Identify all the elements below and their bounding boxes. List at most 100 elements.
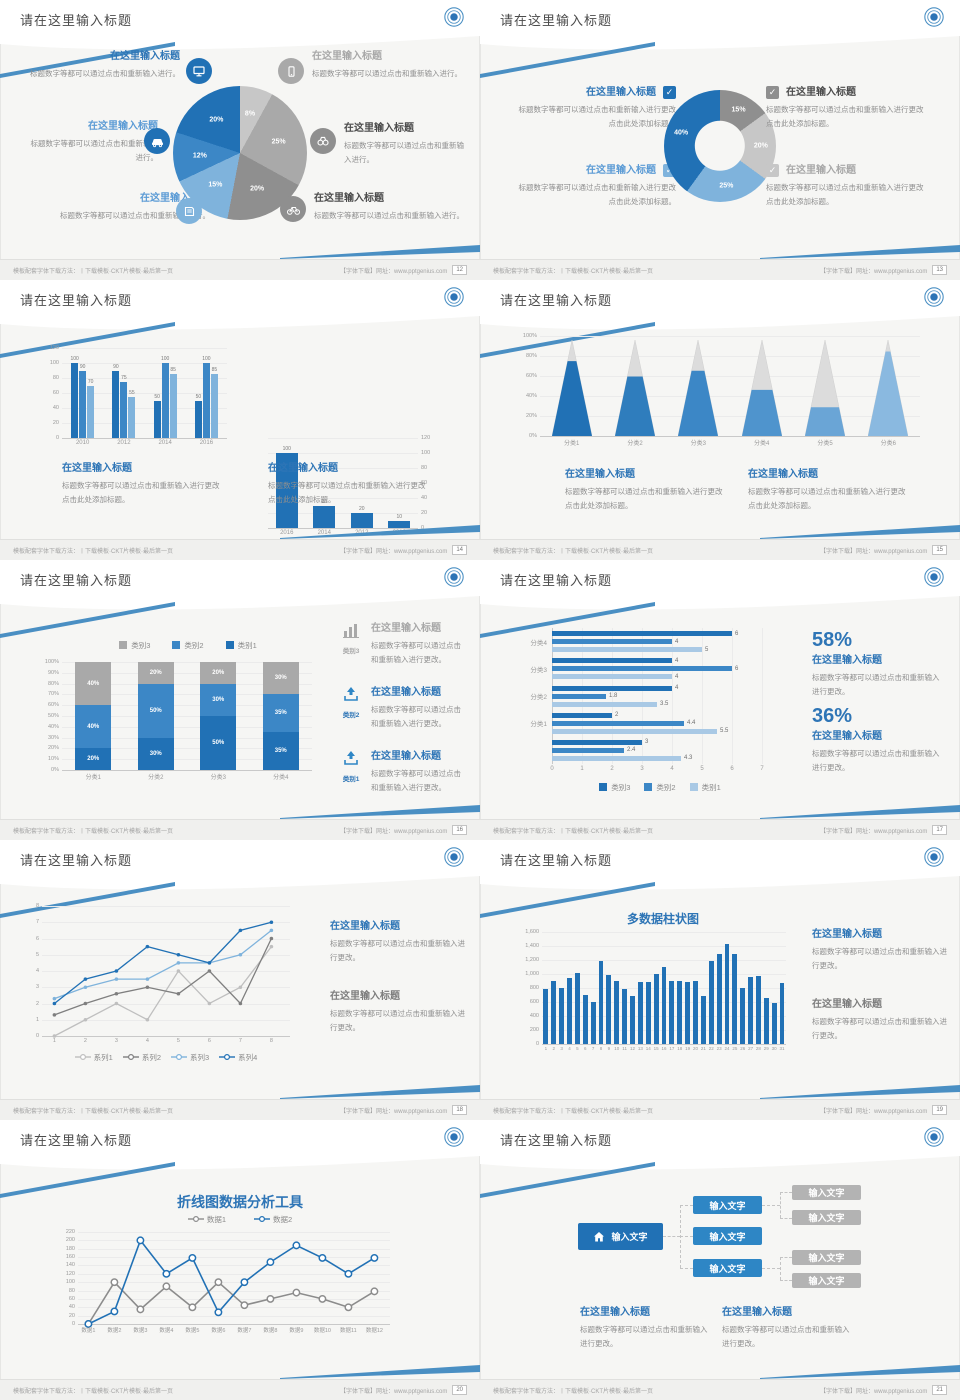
x-tick-label: 数据2 [107, 1328, 122, 1334]
diagram-node[interactable]: 输入文字 [792, 1185, 861, 1200]
blue-swoosh-decoration [480, 42, 655, 78]
x-tick-label: 5 [700, 766, 704, 772]
slice-label: 25% [271, 138, 286, 146]
diagram-node[interactable]: 输入文字 [792, 1210, 861, 1225]
slide-header [0, 0, 480, 32]
slide-12[interactable]: 请在这里输入标题 在这里输入标题 标题数字等都可以通过点击和重新输入进行。 在这… [0, 0, 480, 280]
bar-value-label: 3.5 [660, 701, 669, 707]
legend-item: 类别2 [644, 782, 676, 793]
line-legend: 系列1 系列2 系列3 系列4 [42, 1052, 290, 1063]
x-tick-label: 分类1 [563, 441, 580, 447]
y-tick-label: 1,200 [525, 957, 539, 963]
checkbox-checked-icon[interactable]: ✓ [766, 164, 779, 177]
blue-swoosh-decoration [280, 525, 480, 539]
diagram-root-node[interactable]: 输入文字 [578, 1223, 663, 1250]
diagram-node[interactable]: 输入文字 [792, 1273, 861, 1288]
callout-body: 标题数字等都可以通过点击和重新输入进行。 [60, 211, 210, 220]
bar [559, 988, 565, 1044]
x-tick-label: 数据4 [159, 1328, 174, 1334]
checkbox-checked-icon[interactable]: ✓ [766, 86, 779, 99]
y-tick-label: 10% [47, 756, 59, 763]
y-tick-label: 600 [529, 999, 539, 1005]
school-logo-icon [444, 847, 464, 867]
slide-21[interactable]: 请在这里输入标题 输入文字 输入文字 输入文字 输入文字 输入文字 输入文字 输… [480, 1120, 960, 1400]
y-tick-label: 120 [65, 1270, 75, 1277]
bar: 90 [79, 364, 87, 438]
slide-20[interactable]: 请在这里输入标题 折线图数据分析工具 数据1 数据2 0 20 40 60 80 100 12… [0, 1120, 480, 1400]
option-heading: 在这里输入标题 [786, 87, 856, 98]
home-icon [594, 1231, 605, 1241]
connector [663, 1236, 680, 1237]
checkbox-checked-icon[interactable]: ✓ [663, 86, 676, 99]
hbar-legend: 类别3 类别2 类别1 [540, 782, 780, 793]
blue-swoosh-decoration [0, 42, 175, 78]
page-number: 17 [932, 825, 947, 835]
x-tick-label: 2016 [199, 440, 214, 446]
gridline [42, 938, 290, 940]
bar-value-label: 50 [195, 393, 202, 400]
slide-19[interactable]: 请在这里输入标题 多数据柱状图 0 200 400 600 800 1,000 1,200 1… [480, 840, 960, 1120]
school-logo-icon [924, 567, 944, 587]
diagram-node[interactable]: 输入文字 [693, 1259, 762, 1277]
diagram-node[interactable]: 输入文字 [792, 1250, 861, 1265]
x-tick-label: 19 [685, 1046, 691, 1051]
y-tick-label: 50% [47, 713, 59, 719]
slide-title: 请在这里输入标题 [20, 573, 133, 588]
stacked-segment: 35% [262, 694, 299, 733]
bar [677, 981, 683, 1044]
slide-13[interactable]: 请在这里输入标题 在这里输入标题 ✓ 标题数字等都可以通过点击和重新输入进行更改… [480, 0, 960, 280]
hbar: 4 [552, 658, 678, 664]
blue-swoosh-decoration [0, 322, 175, 358]
header-wave [480, 30, 960, 50]
option-body: 标题数字等都可以通过点击和重新输入进行更改 点击此处添加标题。 [766, 105, 924, 128]
callout-body: 标题数字等都可以通过点击和重新输入进行。 [314, 211, 464, 220]
x-tick-label: 4 [568, 1046, 571, 1051]
diagram-node[interactable]: 输入文字 [693, 1227, 762, 1245]
footer-text: 模板配套字体下载方法：丨下载模板·CKT片模板·最后第一页 [493, 548, 653, 555]
x-tick-label: 31 [779, 1046, 785, 1051]
bar-value-label: 4 [675, 685, 679, 691]
bar [732, 953, 738, 1044]
node-label: 输入文字 [808, 1213, 845, 1223]
bar-value-label: 75 [121, 374, 127, 381]
x-tick-label: 分类4 [753, 441, 770, 447]
stat-body: 标题数字等都可以通过点击和重新输入进行更改。 [812, 673, 940, 696]
item-heading: 在这里输入标题 [371, 751, 441, 762]
slide-17[interactable]: 请在这里输入标题 0 1 2 3 4 5 6 7 6 4 5 分类4 4 6 4 分类3 4 1.8 3.5 分类2 2… [480, 560, 960, 840]
slide-14[interactable]: 请在这里输入标题 0 20 40 60 80 100 120 100 90 70 2010 90 75 5… [0, 280, 480, 560]
bar-value-label: 100 [160, 356, 170, 362]
gridline [268, 453, 418, 454]
header-wave [0, 310, 480, 330]
stacked-segment: 35% [262, 732, 299, 770]
y-tick-label: 40% [47, 723, 59, 730]
bar-value-label: 85 [211, 367, 218, 374]
y-tick-label: 20 [421, 510, 428, 516]
y-tick-label: 100% [44, 659, 59, 665]
callout-body: 标题数字等都可以通过点击和重新输入进行。 [344, 141, 464, 164]
x-tick-label: 分类5 [817, 441, 833, 447]
footer-url: 【字体下载】网址：www.pptgenius.com [819, 1108, 928, 1115]
pyramid [615, 340, 655, 436]
download-arrow-icon [344, 751, 358, 765]
bar [669, 981, 675, 1044]
stacked-segment: 50% [200, 716, 237, 770]
diagram-node[interactable]: 输入文字 [693, 1196, 762, 1214]
slide-footer: 模板配套字体下载方法：丨下载模板·CKT片模板·最后第一页 【字体下载】网址：w… [480, 259, 960, 280]
gridline [542, 1044, 786, 1045]
footer-text: 模板配套字体下载方法：丨下载模板·CKT片模板·最后第一页 [493, 828, 653, 835]
block-body: 标题数字等都可以通过点击和重新输入进行更改。 [812, 1017, 947, 1040]
gridline [62, 759, 312, 761]
footer-text: 模板配套字体下载方法：丨下载模板·CKT片模板·最后第一页 [13, 1388, 173, 1395]
slide-15[interactable]: 请在这里输入标题 0% 20% 40% 60% 80% 100% 分类1 分类2 分类3 分类4 分… [480, 280, 960, 560]
x-tick-label: 数据6 [211, 1328, 226, 1334]
slide-16[interactable]: 请在这里输入标题 类别3 类别2 类别1 0% 10% 20% 30% 40% 50% 60% 7… [0, 560, 480, 840]
x-tick-label: 6 [207, 1038, 211, 1044]
gridline [62, 348, 227, 349]
blue-swoosh-decoration [0, 1162, 175, 1198]
header-wave [480, 310, 960, 330]
slide-footer: 模板配套字体下载方法：丨下载模板·CKT片模板·最后第一页 【字体下载】网址：w… [480, 539, 960, 560]
bar: 20 [350, 506, 373, 528]
block-body: 标题数字等都可以通过点击和重新输入进行更改 点击此处添加标题。 [268, 481, 426, 504]
legend-item: 类别2 [172, 640, 204, 651]
